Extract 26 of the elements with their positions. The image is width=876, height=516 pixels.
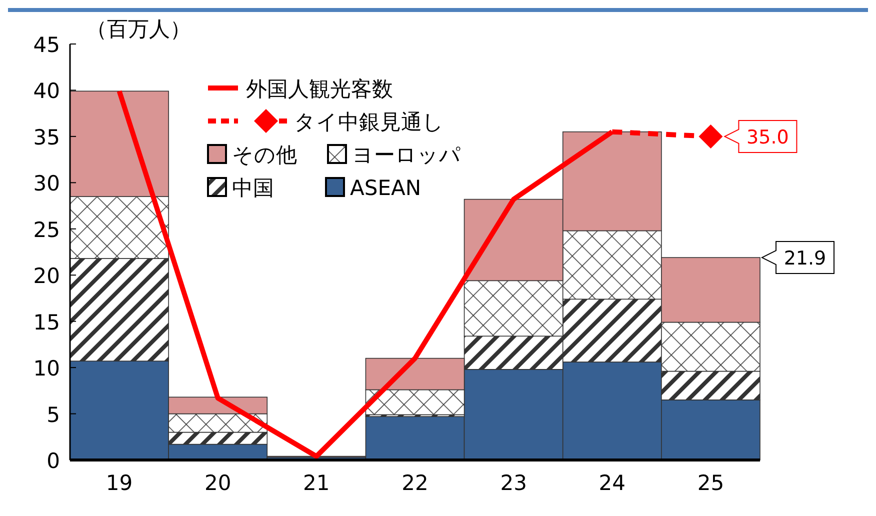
y-tick-label: 45 <box>33 33 60 57</box>
y-tick-label: 25 <box>33 218 60 242</box>
legend-label: 中国 <box>232 176 274 200</box>
legend-label: その他 <box>232 143 297 167</box>
x-tick-label: 24 <box>598 471 626 495</box>
legend-label: タイ中銀見通し <box>294 110 444 134</box>
x-tick-label: 19 <box>106 471 133 495</box>
total-label: 21.9 <box>784 248 826 270</box>
x-tick-label: 23 <box>500 471 527 495</box>
y-tick-label: 20 <box>33 264 60 288</box>
annotation: 35.0 <box>746 126 789 148</box>
y-tick-label: 40 <box>33 79 60 104</box>
y-tick-label: 0 <box>46 449 60 473</box>
y-axis-title: （百万人） <box>86 17 191 41</box>
y-tick-label: 30 <box>33 172 60 196</box>
y-tick-label: 35 <box>33 125 60 150</box>
legend-label: ヨーロッパ <box>352 143 461 167</box>
legend-label: ASEAN <box>350 176 422 200</box>
x-tick-label: 21 <box>303 471 330 495</box>
y-tick-label: 5 <box>46 402 60 427</box>
x-tick-label: 20 <box>204 471 232 495</box>
x-tick-label: 25 <box>697 471 724 495</box>
y-tick-label: 10 <box>33 356 60 381</box>
x-tick-label: 22 <box>402 471 428 495</box>
y-tick-label: 15 <box>33 310 60 334</box>
legend-label: 外国人観光客数 <box>246 77 393 101</box>
